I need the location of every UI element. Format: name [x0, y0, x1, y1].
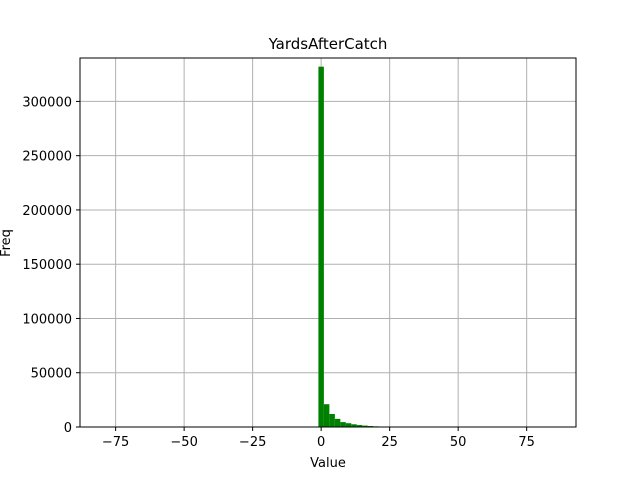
- histogram-bar: [351, 424, 357, 427]
- y-axis-label: Freq: [0, 229, 14, 257]
- x-tick-label: −75: [102, 435, 129, 450]
- y-tick-label: 50000: [31, 367, 72, 382]
- histogram-bar: [318, 66, 324, 428]
- x-tick-label: 50: [450, 435, 467, 450]
- histogram-bar: [362, 425, 368, 427]
- plot-frame: [79, 57, 577, 428]
- grid-layer: [80, 58, 576, 428]
- y-tick-label: 300000: [22, 95, 72, 110]
- x-tick-label: −25: [239, 435, 266, 450]
- histogram-bar: [356, 425, 363, 427]
- x-axis-label: Value: [310, 456, 346, 471]
- ticks-layer: −75 −50 −25 0 25 50 75 0 50000 100000 150000 200000…: [22, 95, 535, 450]
- chart-title: YardsAfterCatch: [268, 35, 388, 53]
- y-tick-label: 100000: [22, 312, 72, 327]
- histogram-bar: [340, 422, 346, 427]
- histogram-bar: [345, 423, 352, 427]
- x-tick-label: 75: [518, 435, 535, 450]
- histogram-bar: [329, 413, 335, 427]
- x-tick-label: 0: [317, 435, 325, 450]
- histogram-bar: [323, 404, 330, 427]
- x-tick-label: −50: [170, 435, 197, 450]
- y-tick-label: 150000: [22, 258, 72, 273]
- histogram-bar: [334, 418, 341, 427]
- y-tick-label: 200000: [22, 204, 72, 219]
- y-tick-label: 0: [64, 421, 72, 436]
- x-tick-label: 25: [381, 435, 398, 450]
- y-tick-label: 250000: [22, 150, 72, 165]
